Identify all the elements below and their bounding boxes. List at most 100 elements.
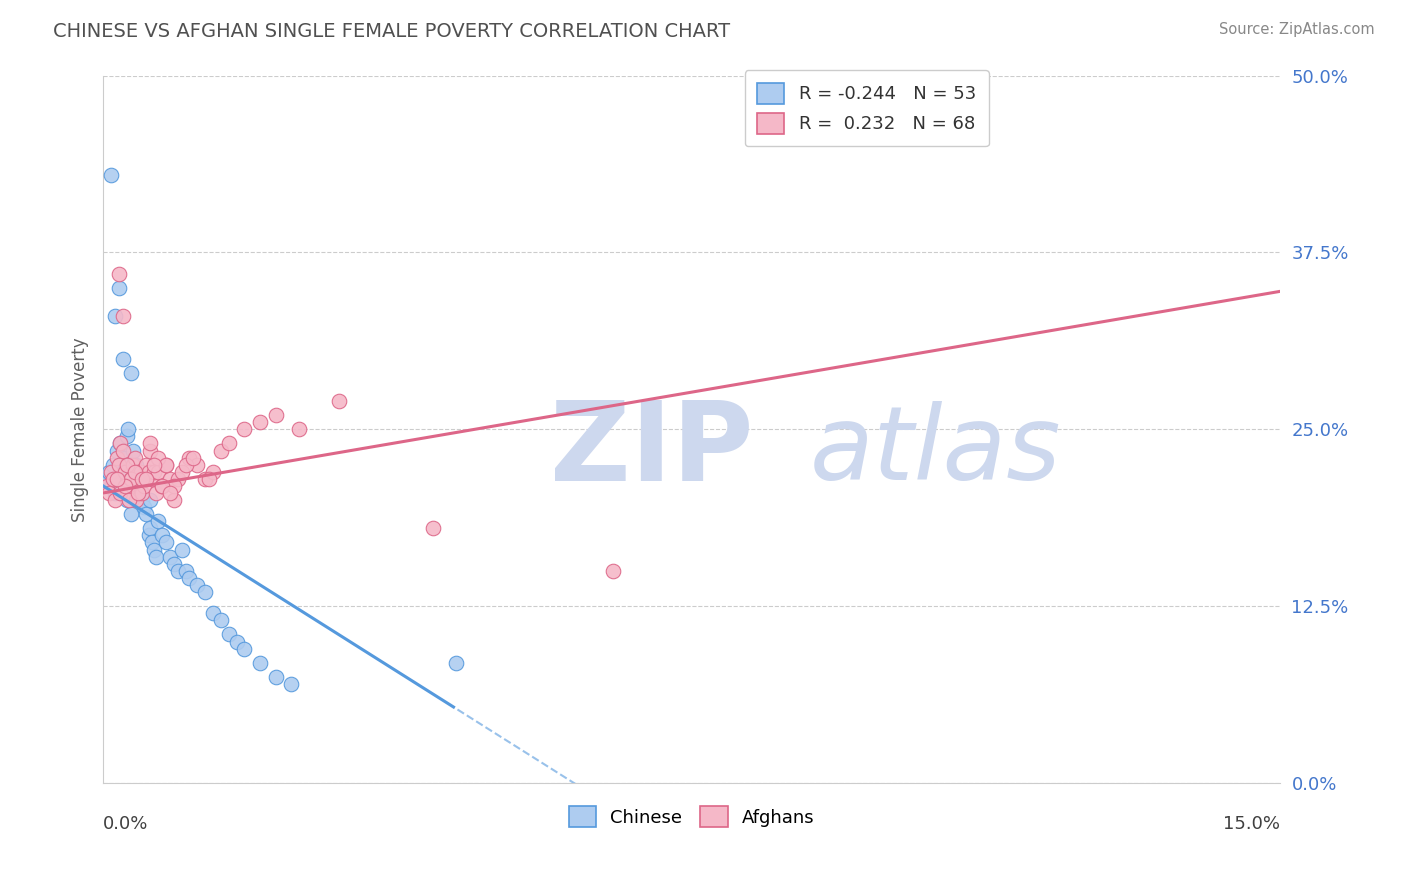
Point [163,557,186,571]
Point [124,450,146,465]
Legend: Chinese, Afghans: Chinese, Afghans [561,799,823,834]
Point [146,465,169,479]
Point [101,472,124,486]
Text: CHINESE VS AFGHAN SINGLE FEMALE POVERTY CORRELATION CHART: CHINESE VS AFGHAN SINGLE FEMALE POVERTY … [53,22,731,41]
Point [145,486,167,500]
Point [100,168,122,182]
Point [115,493,138,508]
Point [105,472,128,486]
Point [194,585,217,599]
Point [288,422,311,436]
Point [135,472,157,486]
Point [143,458,166,472]
Point [422,521,444,535]
Point [150,528,173,542]
Point [117,479,139,493]
Point [108,267,131,281]
Point [104,486,127,500]
Point [163,479,186,493]
Point [179,450,201,465]
Point [131,472,153,486]
Point [139,443,162,458]
Point [127,479,149,493]
Point [96,479,118,493]
Point [201,465,224,479]
Text: atlas: atlas [810,401,1062,500]
Point [218,627,240,641]
Point [138,465,160,479]
Point [159,549,181,564]
Point [118,493,141,508]
Point [146,514,169,528]
Text: ZIP: ZIP [551,397,754,504]
Point [98,465,121,479]
Point [129,486,152,500]
Point [183,450,205,465]
Point [110,436,132,450]
Point [115,429,138,443]
Point [159,486,181,500]
Point [218,436,240,450]
Point [114,465,136,479]
Point [135,507,157,521]
Point [155,458,177,472]
Point [198,472,221,486]
Point [166,564,188,578]
Point [249,415,271,429]
Point [209,613,232,627]
Point [143,465,166,479]
Point [127,472,149,486]
Point [122,443,145,458]
Point [105,450,128,465]
Point [110,486,132,500]
Point [127,486,149,500]
Point [328,394,350,409]
Point [104,309,127,323]
Point [446,656,468,670]
Point [124,465,146,479]
Point [120,507,142,521]
Point [111,443,134,458]
Point [111,351,134,366]
Point [174,564,197,578]
Point [120,366,142,380]
Point [159,472,181,486]
Point [179,571,201,585]
Point [280,677,302,691]
Point [124,465,146,479]
Point [139,493,162,508]
Point [150,479,173,493]
Point [139,521,162,535]
Point [132,479,155,493]
Point [139,436,162,450]
Point [141,535,163,549]
Point [225,634,247,648]
Point [186,458,208,472]
Point [264,408,287,422]
Point [146,450,169,465]
Point [100,465,122,479]
Point [120,472,142,486]
Point [110,436,132,450]
Point [150,479,173,493]
Point [170,465,193,479]
Point [249,656,271,670]
Point [117,422,139,436]
Point [98,486,121,500]
Point [143,542,166,557]
Point [125,493,148,508]
Point [201,606,224,620]
Point [233,422,256,436]
Point [155,458,177,472]
Text: 0.0%: 0.0% [103,815,149,833]
Point [131,486,153,500]
Point [163,493,186,508]
Point [131,493,153,508]
Point [105,443,128,458]
Point [602,564,624,578]
Point [135,458,157,472]
Point [264,670,287,684]
Text: 15.0%: 15.0% [1223,815,1281,833]
Point [186,578,208,592]
Point [114,450,136,465]
